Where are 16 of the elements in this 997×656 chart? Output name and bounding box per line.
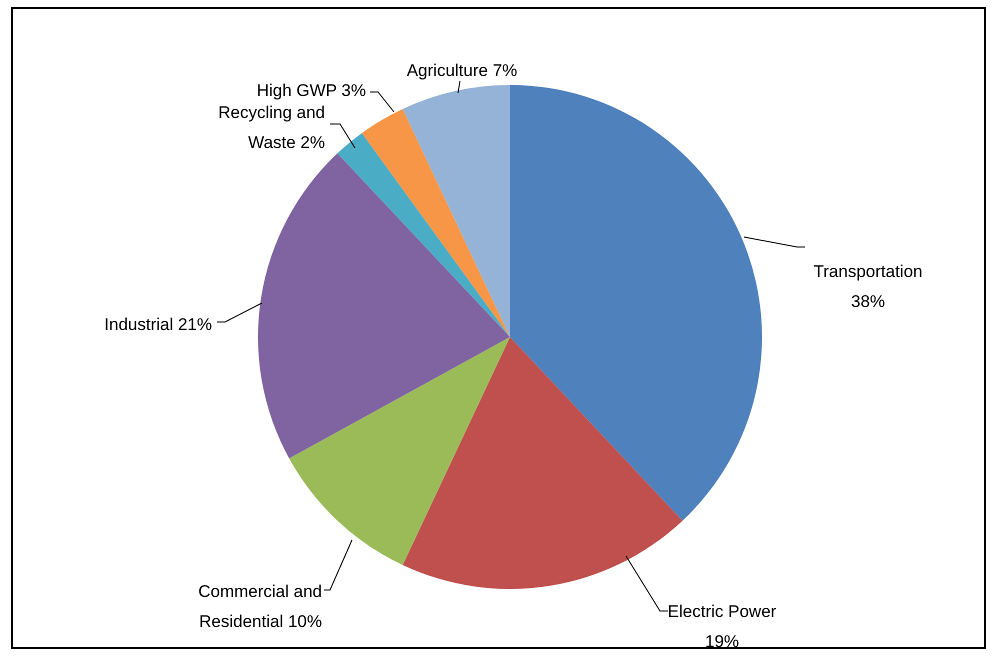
data-label: 19% xyxy=(704,632,740,651)
slice-label: Commercial and Residential 10% xyxy=(198,582,322,631)
pie-slice xyxy=(510,85,762,521)
pie-slice xyxy=(402,337,683,589)
pie-slice xyxy=(362,108,510,337)
slice-label: Recycling and Waste 2% xyxy=(218,103,325,152)
slice-label: Industrial 21% xyxy=(104,315,212,334)
slice-label: Transportation xyxy=(814,262,922,281)
slice-label: High GWP 3% xyxy=(256,81,366,100)
pie-slice xyxy=(402,85,510,337)
slice-label: Electric Power xyxy=(668,602,777,621)
pie-slice xyxy=(289,337,510,566)
slice-label: Agriculture 7% xyxy=(406,61,518,80)
pie-slice xyxy=(337,133,510,337)
pie-slice xyxy=(258,153,510,458)
data-label: 38% xyxy=(850,292,886,311)
